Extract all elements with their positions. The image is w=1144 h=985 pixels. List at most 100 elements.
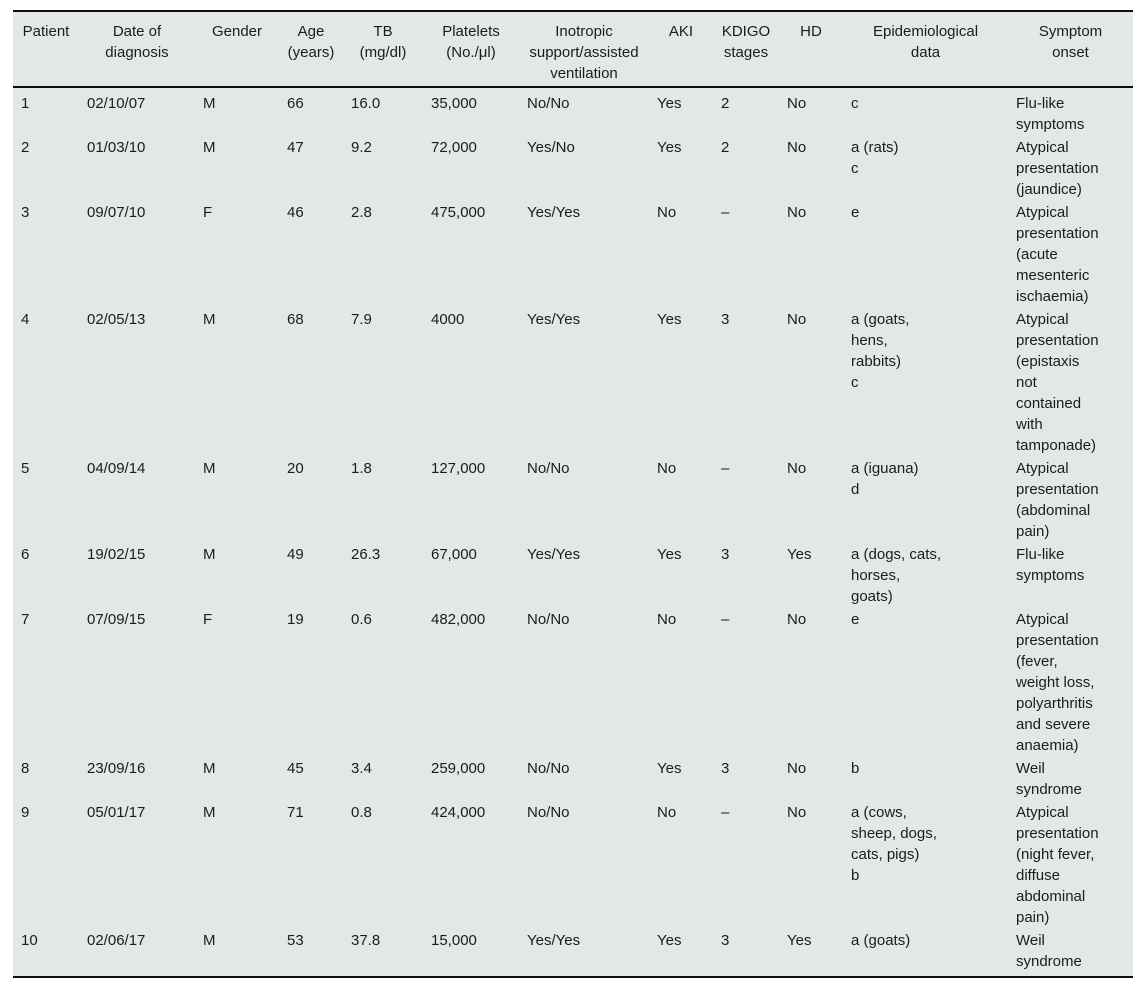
- table-cell-hd: No: [787, 204, 807, 221]
- table-cell-aki: Yes: [657, 311, 682, 328]
- table-cell-date: 02/05/13: [87, 311, 146, 328]
- table-cell-symptom: Weil syndrome: [1016, 760, 1082, 798]
- table-cell-kdigo: 3: [721, 760, 730, 777]
- table-cell-age: 20: [287, 460, 304, 477]
- table-cell-patient: 5: [21, 460, 30, 477]
- table-cell-platelets: 67,000: [431, 546, 477, 563]
- table-cell-platelets: 259,000: [431, 760, 486, 777]
- table-cell-gender: M: [203, 95, 216, 112]
- table-cell-age: 19: [287, 611, 304, 628]
- table-cell-age: 49: [287, 546, 304, 563]
- table-cell-kdigo: –: [721, 460, 730, 477]
- table-cell-platelets: 35,000: [431, 95, 477, 112]
- column-header-epidemiological-data: Epidemiological data: [843, 11, 1008, 88]
- table-cell-inotropic: Yes/Yes: [527, 204, 581, 221]
- patient-table-figure: Patient Date of diagnosis Gender Age (ye…: [13, 10, 1133, 978]
- table-cell-symptom: Flu-like symptoms: [1016, 95, 1085, 133]
- table-row: 7 07/09/15 F 19 0.6 482,000 No/No No – No e Atypica…: [13, 607, 1133, 756]
- table-cell-platelets: 475,000: [431, 204, 486, 221]
- table-cell-hd: Yes: [787, 546, 812, 563]
- table-cell-inotropic: Yes/No: [527, 139, 575, 156]
- table-cell-inotropic: No/No: [527, 611, 570, 628]
- table-cell-date: 02/10/07: [87, 95, 146, 112]
- table-cell-age: 53: [287, 932, 304, 949]
- table-cell-inotropic: Yes/Yes: [527, 932, 581, 949]
- table-cell-hd: Yes: [787, 932, 812, 949]
- table-cell-gender: M: [203, 460, 216, 477]
- table-cell-symptom: Atypical presentation (night fever, diff…: [1016, 804, 1099, 926]
- table-cell-aki: No: [657, 460, 677, 477]
- table-cell-tb: 1.8: [351, 460, 372, 477]
- table-cell-platelets: 127,000: [431, 460, 486, 477]
- table-cell-tb: 0.8: [351, 804, 372, 821]
- patient-data-table: Patient Date of diagnosis Gender Age (ye…: [13, 10, 1133, 978]
- column-header-platelets: Platelets (No./μl): [423, 11, 519, 88]
- table-cell-kdigo: –: [721, 804, 730, 821]
- table-cell-aki: Yes: [657, 139, 682, 156]
- table-cell-kdigo: –: [721, 611, 730, 628]
- table-cell-patient: 3: [21, 204, 30, 221]
- table-cell-patient: 7: [21, 611, 30, 628]
- table-cell-date: 09/07/10: [87, 204, 146, 221]
- table-row: 4 02/05/13 M 68 7.9 4000 Yes/Yes Yes 3 No a (goats…: [13, 307, 1133, 456]
- column-header-kdigo-stages: KDIGO stages: [713, 11, 779, 88]
- table-cell-kdigo: 2: [721, 139, 730, 156]
- table-cell-date: 01/03/10: [87, 139, 146, 156]
- table-cell-tb: 7.9: [351, 311, 372, 328]
- table-cell-hd: No: [787, 311, 807, 328]
- table-cell-patient: 10: [21, 932, 38, 949]
- table-cell-tb: 0.6: [351, 611, 372, 628]
- table-cell-age: 47: [287, 139, 304, 156]
- table-cell-symptom: Flu-like symptoms: [1016, 546, 1085, 584]
- table-cell-aki: No: [657, 804, 677, 821]
- table-cell-gender: F: [203, 204, 213, 221]
- table-cell-epi: a (goats, hens, rabbits) c: [851, 311, 910, 391]
- table-cell-kdigo: –: [721, 204, 730, 221]
- table-cell-aki: Yes: [657, 760, 682, 777]
- table-cell-age: 45: [287, 760, 304, 777]
- table-row: 2 01/03/10 M 47 9.2 72,000 Yes/No Yes 2 No a (rats…: [13, 135, 1133, 200]
- table-cell-epi: e: [851, 204, 860, 221]
- table-cell-epi: b: [851, 760, 860, 777]
- column-header-aki: AKI: [649, 11, 713, 88]
- table-cell-patient: 6: [21, 546, 30, 563]
- table-cell-patient: 1: [21, 95, 30, 112]
- table-cell-inotropic: No/No: [527, 804, 570, 821]
- table-cell-age: 46: [287, 204, 304, 221]
- table-cell-gender: M: [203, 804, 216, 821]
- table-cell-gender: M: [203, 311, 216, 328]
- table-cell-hd: No: [787, 804, 807, 821]
- table-cell-inotropic: No/No: [527, 460, 570, 477]
- table-cell-symptom: Atypical presentation (acute mesenteric …: [1016, 204, 1099, 305]
- table-cell-platelets: 424,000: [431, 804, 486, 821]
- table-body: 1 02/10/07 M 66 16.0 35,000 No/No Yes 2 No c Flu-li…: [13, 87, 1133, 977]
- table-row: 8 23/09/16 M 45 3.4 259,000 No/No Yes 3 No b Weil s…: [13, 756, 1133, 800]
- table-cell-patient: 2: [21, 139, 30, 156]
- column-header-symptom-onset: Symptom onset: [1008, 11, 1133, 88]
- table-cell-gender: M: [203, 546, 216, 563]
- table-row: 3 09/07/10 F 46 2.8 475,000 Yes/Yes No – No e Atypi…: [13, 200, 1133, 307]
- table-cell-age: 66: [287, 95, 304, 112]
- table-cell-epi: a (iguana) d: [851, 460, 919, 498]
- column-header-inotropic-support: Inotropic support/assisted ventilation: [519, 11, 649, 88]
- table-cell-epi: e: [851, 611, 860, 628]
- table-row: 5 04/09/14 M 20 1.8 127,000 No/No No – No a (iguan…: [13, 456, 1133, 542]
- column-header-tb: TB (mg/dl): [343, 11, 423, 88]
- table-cell-symptom: Weil syndrome: [1016, 932, 1082, 970]
- table-cell-platelets: 15,000: [431, 932, 477, 949]
- table-cell-tb: 26.3: [351, 546, 381, 563]
- table-cell-date: 04/09/14: [87, 460, 146, 477]
- table-cell-tb: 9.2: [351, 139, 372, 156]
- table-cell-symptom: Atypical presentation (jaundice): [1016, 139, 1099, 198]
- table-cell-aki: Yes: [657, 546, 682, 563]
- table-cell-date: 05/01/17: [87, 804, 146, 821]
- column-header-age: Age (years): [279, 11, 343, 88]
- table-cell-symptom: Atypical presentation (fever, weight los…: [1016, 611, 1099, 754]
- table-cell-tb: 37.8: [351, 932, 381, 949]
- table-cell-tb: 2.8: [351, 204, 372, 221]
- table-row: 6 19/02/15 M 49 26.3 67,000 Yes/Yes Yes 3 Yes a (d…: [13, 542, 1133, 607]
- table-cell-age: 68: [287, 311, 304, 328]
- table-cell-patient: 8: [21, 760, 30, 777]
- table-cell-platelets: 4000: [431, 311, 465, 328]
- table-cell-symptom: Atypical presentation (epistaxis not con…: [1016, 311, 1099, 454]
